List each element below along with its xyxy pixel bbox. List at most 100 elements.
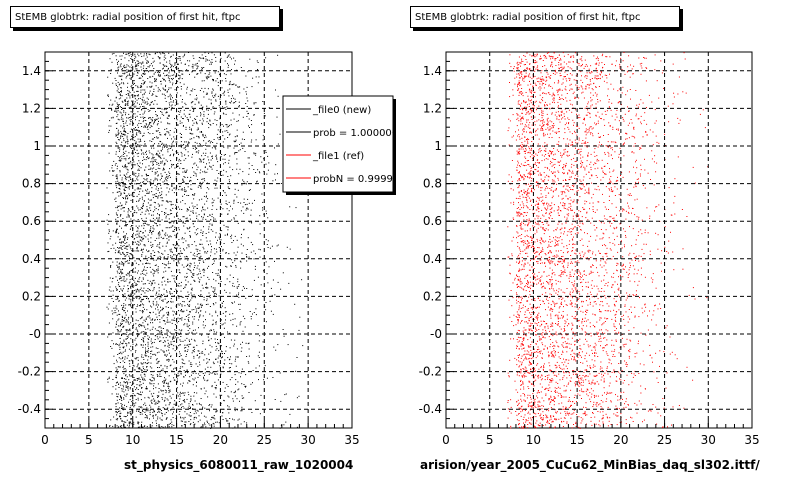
data-point bbox=[171, 426, 173, 428]
data-point bbox=[143, 112, 145, 114]
data-point bbox=[171, 185, 172, 187]
data-point bbox=[151, 191, 153, 193]
data-point bbox=[193, 395, 195, 397]
data-point bbox=[137, 219, 139, 220]
data-point bbox=[125, 389, 127, 391]
data-point bbox=[160, 121, 162, 123]
data-point bbox=[175, 176, 177, 178]
data-point bbox=[141, 299, 143, 301]
data-point bbox=[139, 367, 141, 369]
data-point bbox=[162, 350, 164, 352]
data-point bbox=[150, 125, 152, 127]
data-point bbox=[199, 273, 201, 275]
data-point bbox=[110, 69, 112, 71]
data-point bbox=[149, 92, 150, 94]
data-point bbox=[237, 189, 239, 191]
data-point bbox=[120, 254, 122, 255]
data-point bbox=[126, 329, 128, 331]
data-point bbox=[204, 379, 206, 381]
data-point bbox=[149, 219, 151, 221]
data-point bbox=[159, 74, 161, 76]
data-point bbox=[126, 173, 128, 175]
data-point bbox=[216, 251, 218, 253]
data-point bbox=[129, 183, 131, 185]
data-point bbox=[143, 244, 145, 246]
data-point bbox=[135, 345, 137, 347]
data-point bbox=[133, 304, 135, 306]
data-point bbox=[225, 418, 227, 420]
data-point bbox=[119, 182, 121, 184]
data-point bbox=[143, 304, 145, 306]
data-point bbox=[188, 319, 189, 321]
data-point bbox=[240, 372, 242, 374]
data-point bbox=[239, 260, 241, 262]
data-point bbox=[151, 232, 153, 233]
data-point bbox=[127, 143, 129, 145]
data-point bbox=[131, 164, 133, 166]
data-point bbox=[147, 359, 149, 361]
data-point bbox=[184, 170, 186, 172]
data-point bbox=[141, 356, 142, 358]
data-point bbox=[178, 206, 179, 208]
data-point bbox=[202, 246, 204, 248]
data-point bbox=[127, 82, 129, 84]
data-point bbox=[142, 344, 144, 346]
data-point bbox=[113, 307, 115, 309]
data-point bbox=[128, 180, 130, 182]
data-point bbox=[170, 201, 172, 203]
data-point bbox=[211, 63, 212, 65]
data-point bbox=[254, 199, 255, 201]
data-point bbox=[178, 374, 180, 376]
data-point bbox=[128, 342, 130, 344]
data-point bbox=[126, 117, 128, 119]
data-point bbox=[217, 239, 218, 241]
data-point bbox=[123, 189, 125, 191]
data-point bbox=[140, 53, 142, 55]
data-point bbox=[217, 197, 219, 199]
data-point bbox=[168, 236, 170, 238]
data-point bbox=[155, 208, 157, 209]
data-point bbox=[170, 364, 172, 366]
data-point bbox=[146, 407, 148, 409]
data-point bbox=[124, 317, 126, 319]
data-point bbox=[156, 270, 158, 272]
data-point bbox=[119, 160, 121, 162]
data-point bbox=[136, 99, 138, 101]
data-point bbox=[112, 192, 114, 194]
data-point bbox=[146, 415, 148, 416]
data-point bbox=[223, 363, 225, 364]
data-point bbox=[121, 390, 123, 392]
data-point bbox=[123, 64, 125, 66]
data-point bbox=[123, 231, 125, 233]
data-point bbox=[125, 157, 127, 159]
data-point bbox=[172, 393, 174, 395]
data-point bbox=[168, 67, 169, 69]
data-point bbox=[134, 189, 136, 191]
data-point bbox=[136, 306, 138, 307]
data-point bbox=[126, 248, 128, 250]
data-point bbox=[138, 131, 140, 133]
data-point bbox=[162, 175, 163, 177]
data-point bbox=[107, 308, 109, 310]
data-point bbox=[186, 195, 188, 196]
data-point bbox=[142, 208, 143, 210]
data-point bbox=[169, 291, 171, 293]
data-point bbox=[192, 133, 194, 135]
data-point bbox=[142, 152, 144, 154]
data-point bbox=[130, 285, 132, 287]
data-point bbox=[187, 118, 189, 120]
data-point bbox=[234, 102, 236, 104]
data-point bbox=[136, 64, 137, 66]
data-point bbox=[168, 423, 170, 425]
data-point bbox=[163, 72, 165, 74]
data-point bbox=[215, 80, 217, 82]
data-point bbox=[147, 224, 149, 226]
data-point bbox=[154, 353, 156, 355]
data-point bbox=[148, 150, 150, 152]
data-point bbox=[131, 307, 133, 309]
data-point bbox=[195, 234, 197, 236]
data-point bbox=[137, 53, 139, 55]
data-point bbox=[157, 115, 158, 117]
data-point bbox=[136, 178, 138, 180]
data-point bbox=[126, 357, 128, 359]
